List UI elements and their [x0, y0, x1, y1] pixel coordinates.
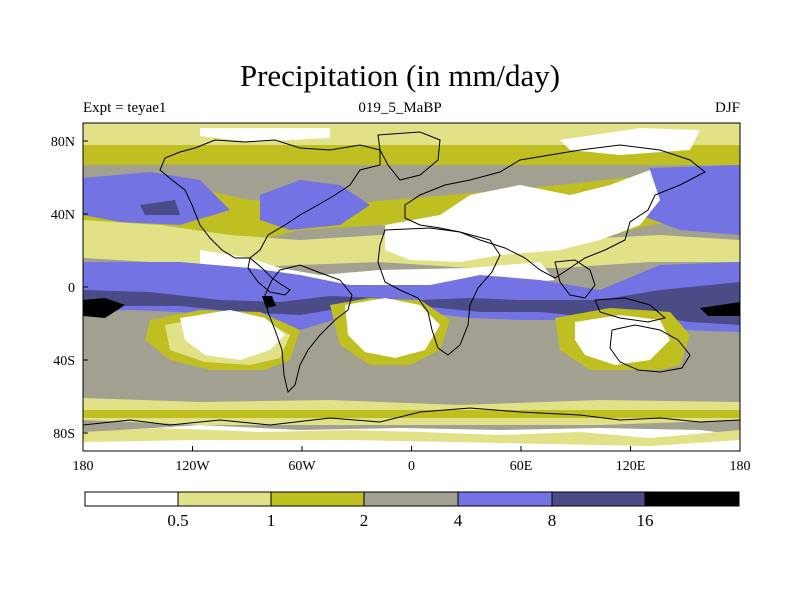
- north-pacific-blue: [83, 172, 230, 225]
- lat-tick-label: 0: [68, 281, 75, 296]
- north-pacific-navy: [140, 200, 180, 215]
- equatorial-black-east: [700, 302, 740, 316]
- antarctic-pale: [83, 428, 740, 446]
- experiment-label: Expt = teyae1: [83, 100, 167, 116]
- colorbar-label: 1: [267, 511, 276, 530]
- lon-tick-label: 60E: [510, 459, 533, 474]
- latitude-labels: 80N 40N 0 40S 80S: [51, 135, 75, 442]
- indonesia-outline: [594, 297, 667, 323]
- map-title: Precipitation (in mm/day): [239, 58, 561, 93]
- colorbar-label: 2: [360, 511, 369, 530]
- colorbar-box: [551, 491, 646, 507]
- lon-tick-label: 180: [73, 459, 94, 474]
- colorbar-box: [177, 491, 272, 507]
- australia-outline: [609, 324, 691, 373]
- lon-tick-label: 180: [730, 459, 751, 474]
- longitude-labels: 180 120W 60W 0 60E 120E 180: [73, 459, 751, 474]
- colorbar-label: 16: [637, 511, 654, 530]
- lat-tick-label: 80S: [53, 427, 75, 442]
- lon-tick-label: 0: [408, 459, 415, 474]
- north-atlantic-blue: [260, 180, 370, 230]
- equatorial-black-west: [83, 298, 125, 318]
- lat-tick-label: 40N: [51, 208, 75, 223]
- eurasia-outline: [404, 144, 706, 279]
- precipitation-field: [83, 123, 740, 451]
- lon-tick-label: 120E: [616, 459, 646, 474]
- colorbar-box: [84, 491, 179, 507]
- lon-tick-label: 120W: [175, 459, 210, 474]
- colorbar-box: [644, 491, 740, 507]
- central-america-outline: [247, 257, 291, 296]
- africa-outline: [377, 227, 501, 356]
- colorbar-box: [457, 491, 553, 507]
- colorbar-label: 8: [548, 511, 557, 530]
- greenland-outline: [377, 131, 441, 181]
- lon-tick-label: 60W: [288, 459, 316, 474]
- continent-outlines: [83, 131, 740, 426]
- arctic-white-patches: [200, 128, 700, 155]
- north-america-outline: [159, 139, 381, 259]
- run-label: 019_5_MaBP: [358, 100, 442, 116]
- colorbar: 0.5 1 2 4 8 16: [84, 491, 740, 530]
- axis-ticks: [82, 140, 741, 451]
- asia-pacific-blue: [640, 165, 740, 235]
- colorbar-label: 0.5: [167, 511, 188, 530]
- south-pacific-white: [180, 310, 285, 360]
- south-america-outline: [264, 264, 353, 393]
- eurasia-dry-white: [385, 170, 660, 262]
- south-atlantic-white: [345, 298, 440, 358]
- antarctica-outline: [83, 407, 740, 426]
- colorbar-label: 4: [454, 511, 463, 530]
- lat-tick-label: 80N: [51, 135, 75, 150]
- season-label: DJF: [714, 100, 740, 116]
- lat-tick-label: 40S: [53, 354, 75, 369]
- indochina-outline: [554, 259, 596, 299]
- colorbar-box: [363, 491, 459, 507]
- colorbar-box: [270, 491, 365, 507]
